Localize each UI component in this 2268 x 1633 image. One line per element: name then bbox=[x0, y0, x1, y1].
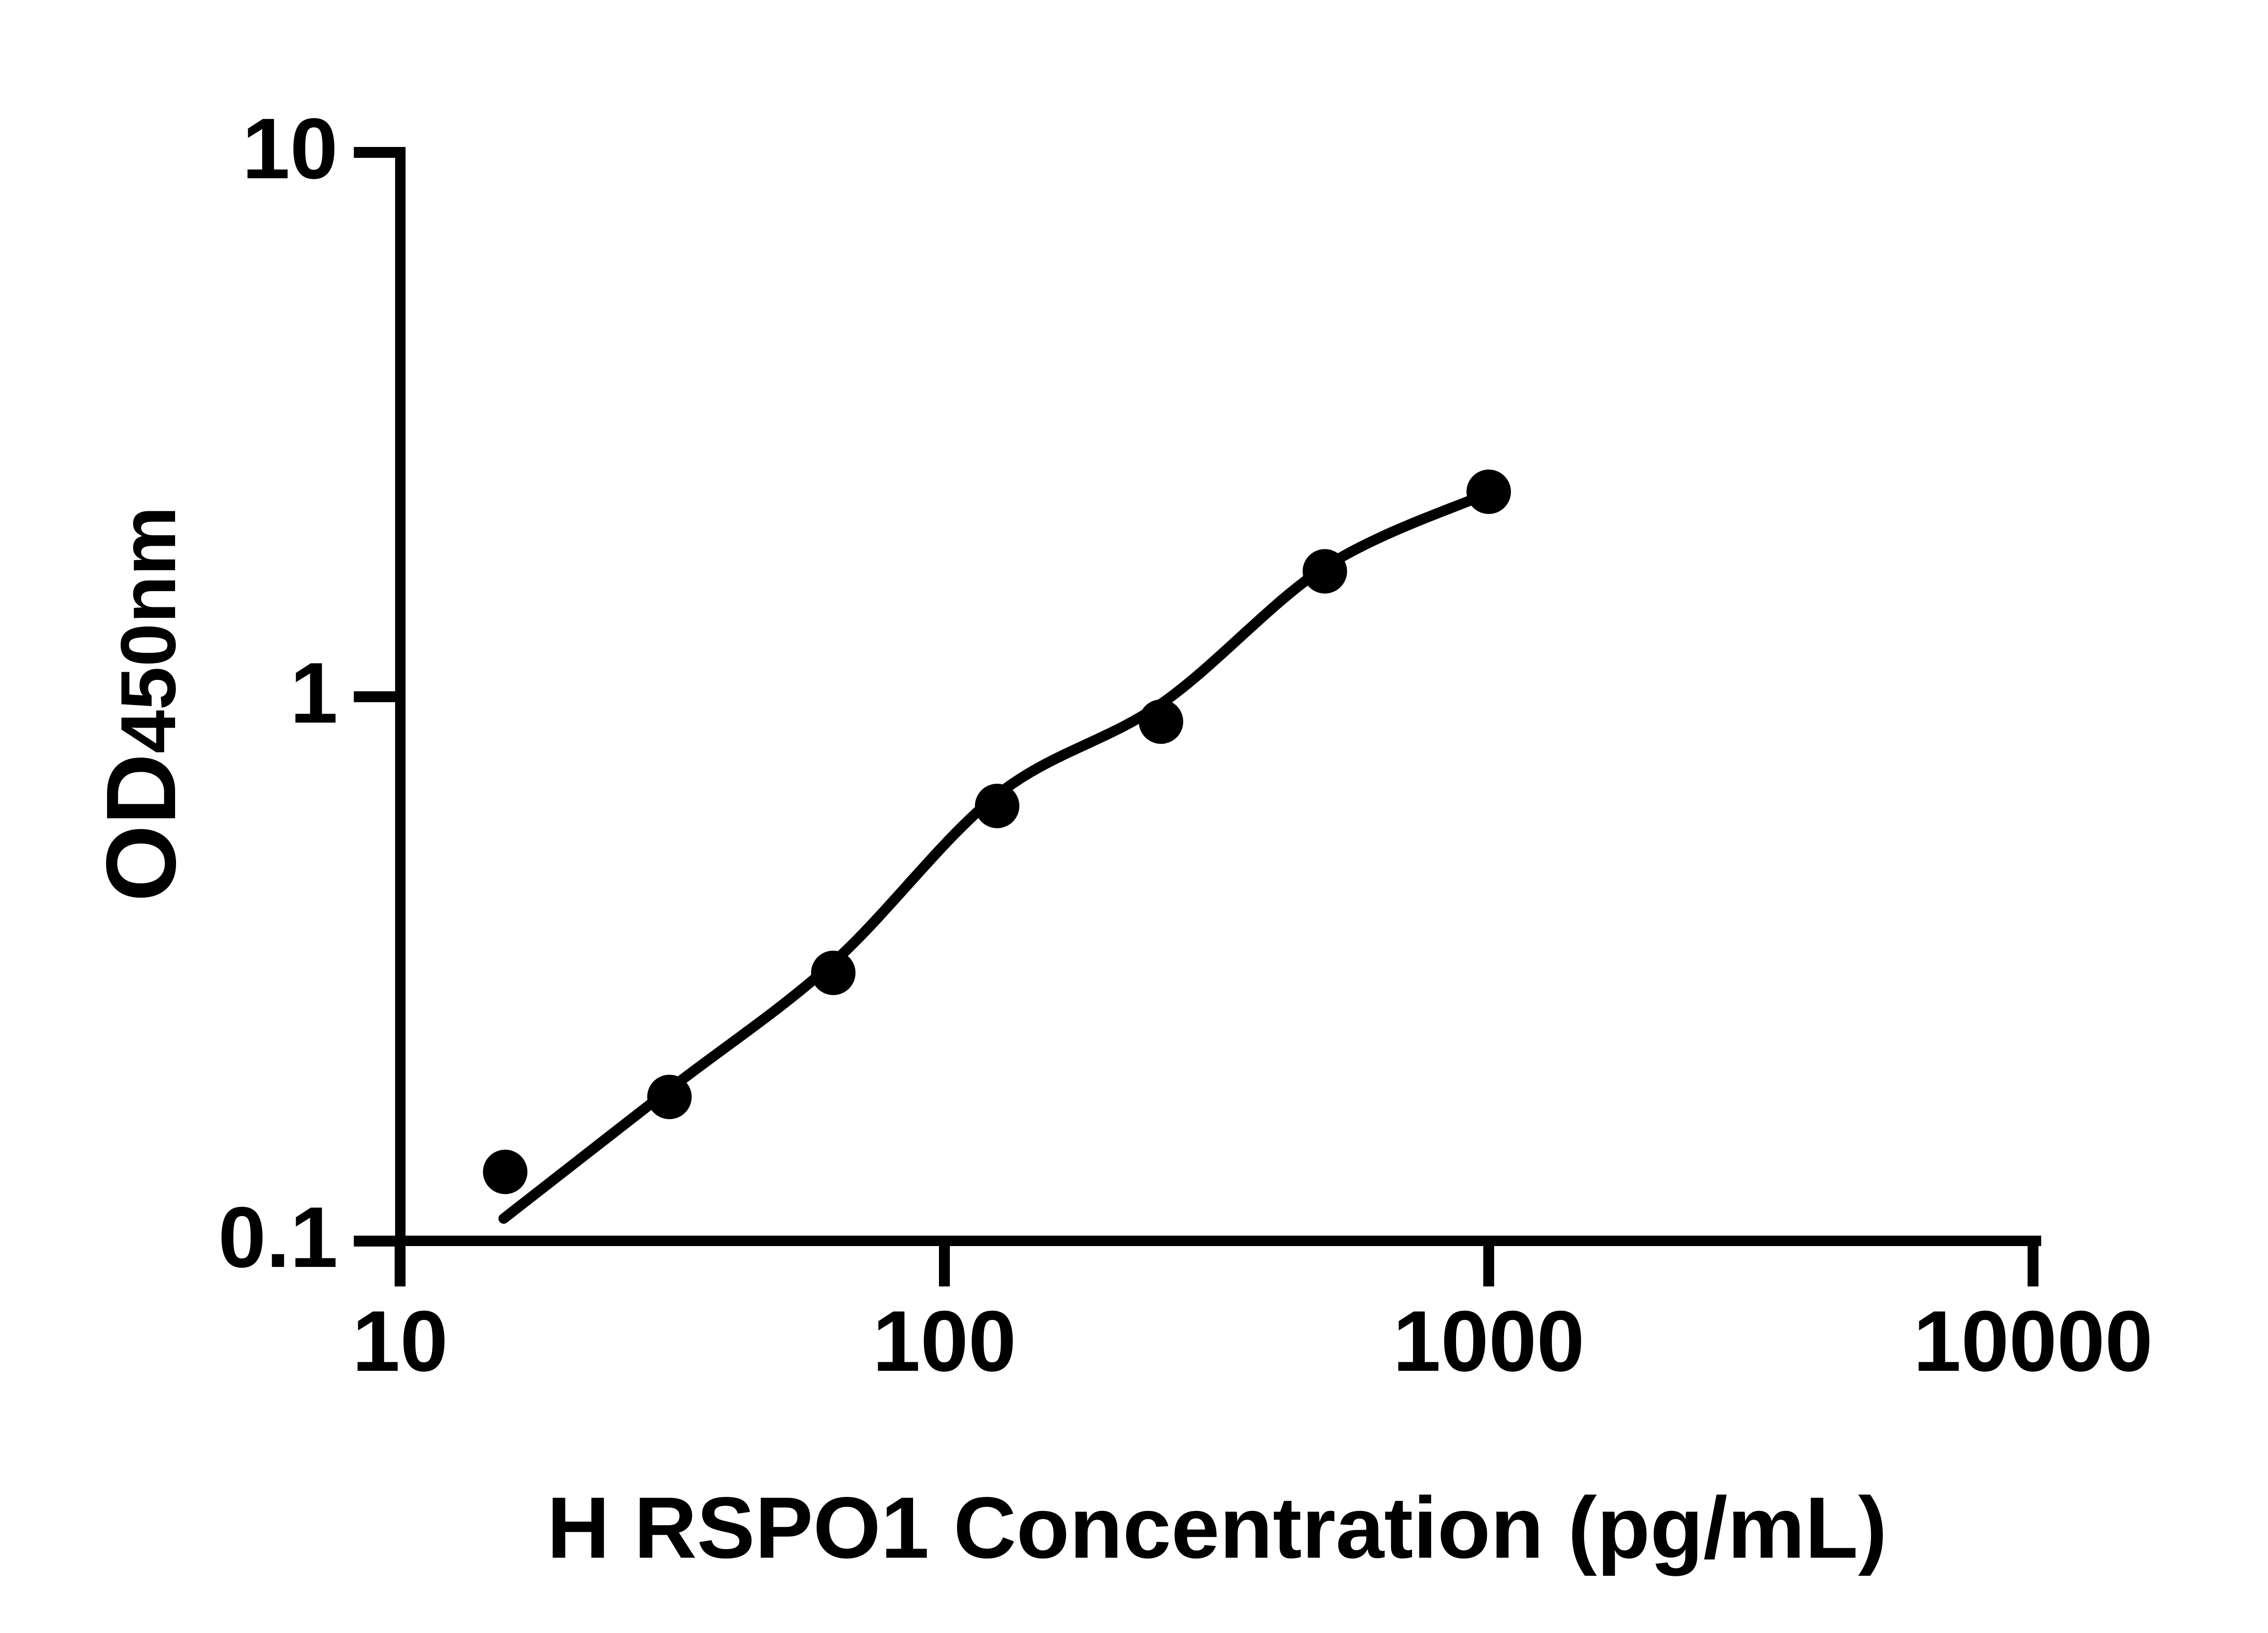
data-point-1000pg bbox=[1466, 469, 1511, 514]
x-tick-mark-100 bbox=[939, 1241, 950, 1286]
x-tick-label-1000: 1000 bbox=[1393, 1293, 1585, 1389]
y-tick-mark-10 bbox=[354, 147, 406, 158]
data-point-500pg bbox=[1302, 549, 1347, 594]
y-tick-label-1: 1 bbox=[290, 645, 338, 741]
x-tick-mark-10000 bbox=[2028, 1241, 2038, 1286]
y-axis-line bbox=[395, 147, 406, 1286]
data-point-125pg bbox=[975, 783, 1020, 828]
y-tick-label-0.1: 0.1 bbox=[218, 1189, 338, 1286]
x-tick-mark-1000 bbox=[1483, 1241, 1494, 1286]
x-tick-label-10000: 10000 bbox=[1913, 1293, 2153, 1389]
y-tick-mark-1 bbox=[354, 691, 406, 702]
y-axis-title-main: OD bbox=[86, 753, 196, 902]
x-tick-mark-10 bbox=[395, 1241, 406, 1286]
data-point-15.6pg bbox=[483, 1149, 528, 1194]
fit-curve bbox=[498, 489, 1489, 1224]
x-axis-title: H RSPO1 Concentration (pg/mL) bbox=[547, 1479, 1887, 1576]
x-tick-label-10: 10 bbox=[352, 1293, 448, 1389]
data-point-62.5pg bbox=[811, 950, 856, 995]
data-point-31.25pg bbox=[647, 1075, 692, 1120]
x-tick-label-100: 100 bbox=[872, 1293, 1017, 1389]
y-tick-label-10: 10 bbox=[242, 101, 338, 197]
x-axis-line bbox=[354, 1236, 2041, 1246]
y-axis-title-subscript: 450nm bbox=[105, 506, 192, 753]
data-point-250pg bbox=[1139, 699, 1183, 744]
